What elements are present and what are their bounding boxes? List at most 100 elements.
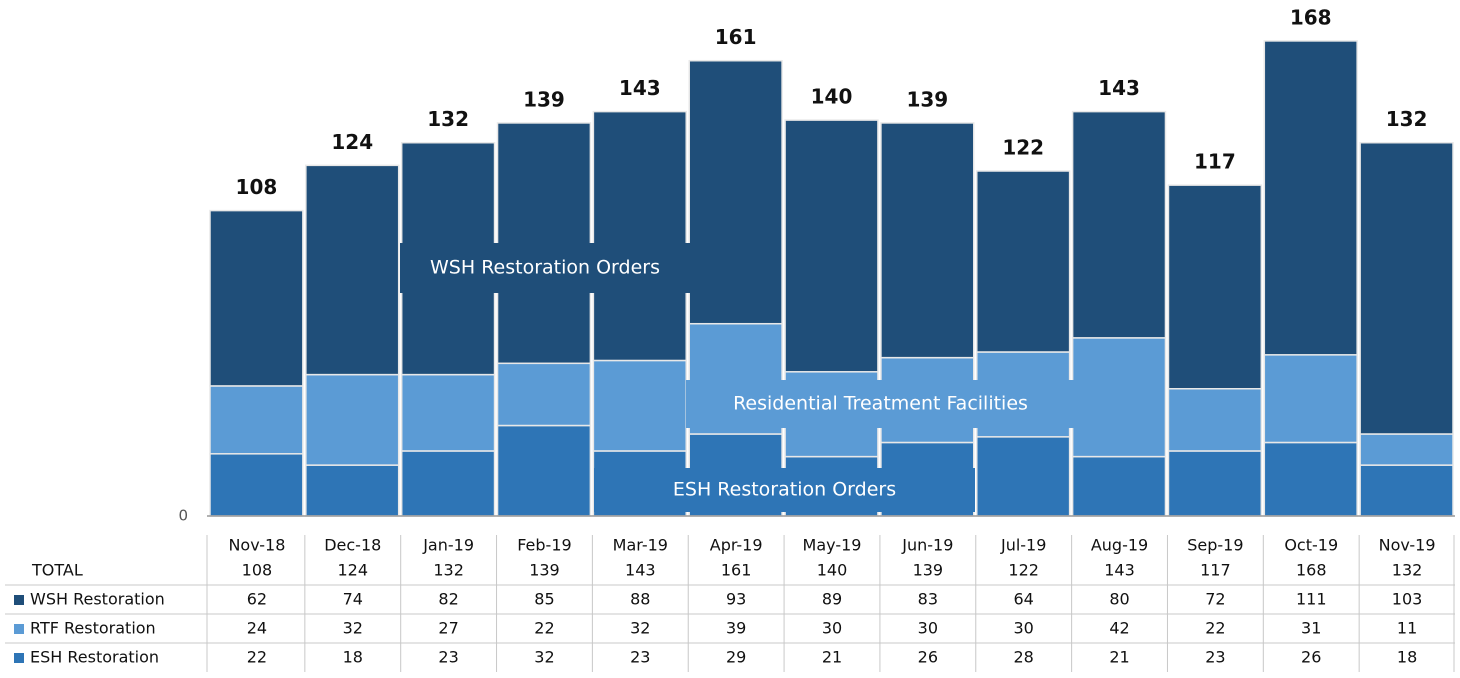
bar-segment (305, 373, 400, 466)
total-label: 139 (523, 87, 565, 111)
legend-swatch (14, 653, 24, 663)
table-category: Nov-18 (228, 536, 285, 555)
table-category: Jan-19 (422, 536, 474, 555)
table-value: 23 (438, 648, 458, 667)
total-label: 124 (331, 130, 373, 154)
bar-segment (1071, 455, 1167, 517)
total-label: 143 (619, 76, 661, 100)
table-category: Jun-19 (901, 536, 953, 555)
table-category: Apr-19 (710, 536, 763, 555)
table-total: 140 (817, 561, 848, 580)
table-value: 39 (726, 619, 746, 638)
legend-label: RTF Restoration (30, 619, 156, 638)
table-value: 31 (1301, 619, 1321, 638)
bar-segment (688, 59, 783, 325)
table-value: 21 (1109, 648, 1129, 667)
table-category: Feb-19 (517, 536, 571, 555)
table-total: 139 (913, 561, 944, 580)
total-label: 140 (811, 85, 853, 109)
table-category: May-19 (803, 536, 862, 555)
table-value: 23 (630, 648, 650, 667)
table-value: 30 (918, 619, 938, 638)
table-category: Oct-19 (1284, 536, 1338, 555)
table-value: 42 (1109, 619, 1129, 638)
bar-segment (1359, 464, 1454, 517)
bar-segment (1263, 354, 1358, 444)
table-value: 21 (822, 648, 842, 667)
bar-segment (209, 209, 304, 387)
table-total: 161 (721, 561, 752, 580)
annotation: Residential Treatment Facilities (733, 393, 1028, 415)
table-total: 132 (433, 561, 464, 580)
bar-segment (209, 385, 304, 455)
table-total: 168 (1296, 561, 1327, 580)
table-category: Dec-18 (324, 536, 381, 555)
bar-segment (496, 362, 592, 427)
table-value: 88 (630, 590, 650, 609)
bar-segment (1167, 450, 1263, 517)
table-value: 72 (1205, 590, 1225, 609)
table-value: 22 (534, 619, 554, 638)
bar-segment (209, 453, 304, 517)
table-value: 26 (918, 648, 938, 667)
total-label: 168 (1290, 5, 1332, 29)
bar-segment (592, 110, 687, 362)
table-category: Jul-19 (1000, 536, 1046, 555)
table-value: 30 (822, 619, 842, 638)
legend-swatch (14, 624, 24, 634)
table-value: 62 (247, 590, 267, 609)
table-value: 28 (1014, 648, 1034, 667)
table-value: 93 (726, 590, 746, 609)
table-total: 139 (529, 561, 560, 580)
total-label: 122 (1002, 136, 1044, 160)
table-value: 22 (1205, 619, 1225, 638)
table-value: 22 (247, 648, 267, 667)
table-value: 24 (247, 619, 267, 638)
table-value: 26 (1301, 648, 1321, 667)
table-value: 80 (1109, 590, 1129, 609)
table-value: 23 (1205, 648, 1225, 667)
bar-segment (305, 164, 400, 376)
table-value: 27 (438, 619, 458, 638)
bar-segment (592, 359, 687, 452)
total-label: 132 (427, 107, 469, 131)
bar-segment (1071, 110, 1167, 339)
bar-segment (400, 450, 496, 517)
table-total: 108 (242, 561, 273, 580)
table-value: 103 (1392, 590, 1423, 609)
table-value: 85 (534, 590, 554, 609)
table-value: 30 (1014, 619, 1034, 638)
bar-segment (976, 436, 1071, 517)
table-total: 143 (1104, 561, 1135, 580)
table-value: 111 (1296, 590, 1327, 609)
annotation-box (594, 468, 975, 512)
annotation-box (400, 243, 690, 293)
table-category: Nov-19 (1379, 536, 1436, 555)
bar-segment (1263, 40, 1358, 356)
table-total: 122 (1008, 561, 1039, 580)
table-value: 29 (726, 648, 746, 667)
table-total: 124 (337, 561, 368, 580)
total-label: 161 (715, 25, 757, 49)
legend-label: WSH Restoration (30, 590, 165, 609)
annotation-box (686, 380, 1075, 428)
bar-segment (1359, 141, 1454, 435)
table-value: 74 (343, 590, 363, 609)
total-label: 139 (906, 87, 948, 111)
bar-segment (400, 373, 496, 452)
table-value: 32 (534, 648, 554, 667)
bar-segment (1071, 337, 1167, 458)
table-row-label: TOTAL (31, 561, 83, 580)
table-category: Sep-19 (1187, 536, 1243, 555)
bar-segment (1359, 433, 1454, 466)
bar-segment (784, 119, 879, 373)
table-value: 64 (1014, 590, 1034, 609)
total-label: 143 (1098, 76, 1140, 100)
bar-segment (880, 122, 975, 359)
table-value: 82 (438, 590, 458, 609)
table-total: 117 (1200, 561, 1231, 580)
total-label: 117 (1194, 150, 1236, 174)
bar-segment (496, 424, 592, 517)
table-total: 143 (625, 561, 656, 580)
